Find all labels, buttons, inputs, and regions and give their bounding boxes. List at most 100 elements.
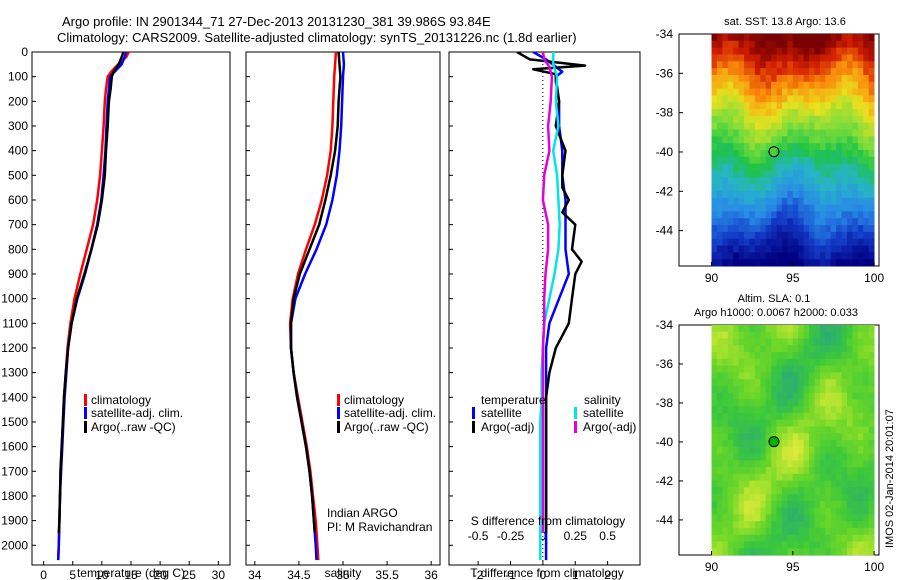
heatmap-cell: [749, 399, 756, 407]
heatmap-cell: [781, 109, 788, 117]
heatmap-cell: [749, 136, 756, 144]
heatmap-cell: [863, 252, 870, 260]
heatmap-cell: [787, 74, 794, 83]
heatmap-cell: [765, 379, 772, 387]
heatmap-cell: [830, 521, 837, 529]
heatmap-cell: [787, 88, 794, 96]
heatmap-cell: [809, 534, 815, 542]
heatmap-cell: [825, 163, 832, 171]
heatmap-cell: [814, 245, 821, 253]
heatmap-cell: [814, 150, 821, 158]
heatmap-cell: [711, 197, 718, 205]
heatmap-cell: [711, 480, 718, 488]
heatmap-cell: [727, 379, 734, 387]
heatmap-cell: [738, 419, 745, 427]
heatmap-cell: [744, 95, 750, 103]
heatmap-cell: [749, 480, 756, 488]
heatmap-cell: [803, 385, 810, 394]
heatmap-cell: [722, 467, 729, 475]
heatmap-cell: [754, 372, 761, 380]
heatmap-cell: [836, 245, 842, 253]
heatmap-cell: [852, 338, 859, 346]
heatmap-cell: [716, 419, 723, 427]
heatmap-cell: [744, 487, 750, 495]
heatmap-cell: [727, 352, 734, 360]
heatmap-cell: [781, 88, 788, 96]
y-tick-label: 1300: [1, 366, 28, 380]
heatmap-cell: [754, 325, 761, 333]
heatmap-cell: [825, 345, 832, 353]
heatmap-cell: [749, 453, 756, 461]
heatmap-cell: [863, 218, 870, 226]
heatmap-cell: [733, 197, 740, 205]
heatmap-cell: [733, 74, 740, 83]
heatmap-cell: [722, 500, 729, 509]
heatmap-cell: [722, 494, 729, 502]
heatmap-cell: [868, 122, 875, 130]
heatmap-cell: [733, 379, 740, 387]
heatmap-cell: [727, 480, 734, 488]
heatmap-cell: [733, 534, 740, 542]
heatmap-cell: [733, 156, 740, 165]
x-tick-label: 20: [153, 568, 167, 580]
heatmap-cell: [868, 211, 875, 219]
heatmap-cell: [771, 231, 777, 240]
heatmap-cell: [863, 150, 870, 158]
heatmap-cell: [716, 460, 723, 468]
heatmap-cell: [744, 365, 750, 373]
heatmap-cell: [847, 68, 853, 76]
heatmap-cell: [798, 88, 805, 96]
heatmap-cell: [787, 440, 794, 448]
heatmap-cell: [792, 170, 799, 178]
heatmap-cell: [830, 163, 837, 171]
salinity-difference-label: S difference from climatology: [471, 514, 626, 528]
heatmap-cell: [814, 40, 821, 49]
heatmap-cell: [781, 548, 788, 556]
heatmap-cell: [727, 81, 734, 89]
heatmap-cell: [819, 102, 826, 110]
heatmap-cell: [760, 365, 767, 373]
heatmap-cell: [754, 331, 761, 339]
heatmap-cell: [819, 352, 826, 360]
heatmap-cell: [868, 163, 875, 171]
heatmap-cell: [792, 352, 799, 360]
heatmap-cell: [847, 163, 853, 171]
heatmap-cell: [830, 74, 837, 83]
heatmap-cell: [733, 54, 740, 62]
heatmap-cell: [814, 446, 821, 454]
heatmap-cell: [792, 325, 799, 333]
heatmap-cell: [765, 460, 772, 468]
heatmap-cell: [841, 460, 848, 468]
heatmap-cell: [738, 95, 745, 103]
heatmap-cell: [836, 392, 842, 400]
heatmap-cell: [771, 197, 777, 205]
heatmap-cell: [771, 494, 777, 502]
heatmap-cell: [792, 500, 799, 509]
heatmap-cell: [711, 150, 718, 158]
heatmap-cell: [733, 177, 740, 185]
heatmap-cell: [814, 385, 821, 394]
heatmap-cell: [760, 245, 767, 253]
heatmap-cell: [749, 521, 756, 529]
heatmap-cell: [803, 372, 810, 380]
heatmap-cell: [781, 521, 788, 529]
heatmap-cell: [716, 507, 723, 515]
heatmap-cell: [868, 61, 875, 69]
heatmap-cell: [744, 218, 750, 226]
heatmap-cell: [814, 218, 821, 226]
heatmap-cell: [803, 392, 810, 400]
heatmap-cell: [841, 433, 848, 441]
heatmap-cell: [716, 514, 723, 522]
heatmap-cell: [744, 163, 750, 171]
heatmap-cell: [787, 473, 794, 481]
heatmap-cell: [776, 500, 783, 509]
heatmap-cell: [744, 115, 750, 124]
heatmap-cell: [744, 514, 750, 522]
heatmap-cell: [733, 231, 740, 240]
heatmap-cell: [819, 47, 826, 55]
heatmap-cell: [711, 460, 718, 468]
heatmap-cell: [760, 440, 767, 448]
heatmap-cell: [868, 74, 875, 83]
heatmap-cell: [847, 177, 853, 185]
heatmap-cell: [825, 521, 832, 529]
